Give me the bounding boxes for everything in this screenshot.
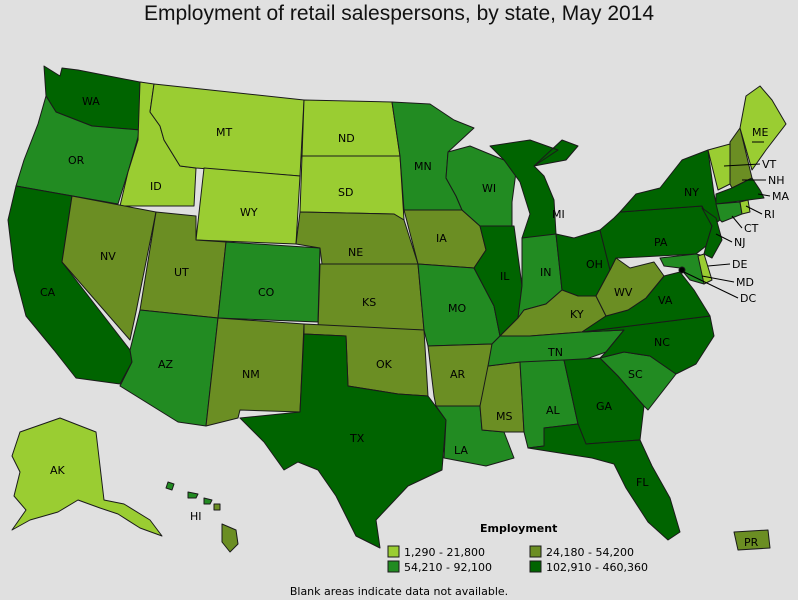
label-nh: NH: [768, 174, 785, 187]
label-oh: OH: [586, 258, 603, 271]
label-va: VA: [658, 294, 673, 307]
label-ky: KY: [570, 308, 584, 321]
label-ut: UT: [174, 266, 189, 279]
state-ak[interactable]: [11, 417, 163, 537]
label-tx: TX: [349, 432, 365, 445]
label-id: ID: [150, 180, 162, 193]
label-ga: GA: [596, 400, 613, 413]
state-nd[interactable]: [301, 99, 401, 157]
legend-swatch-1: [387, 545, 400, 558]
state-fl[interactable]: [527, 423, 681, 541]
territory-pr[interactable]: [733, 529, 771, 551]
state-ct[interactable]: [715, 201, 743, 223]
state-nj[interactable]: [701, 207, 723, 259]
state-nv[interactable]: [61, 195, 157, 341]
label-nv: NV: [100, 250, 116, 263]
label-or: OR: [68, 154, 85, 167]
label-la: LA: [454, 444, 468, 457]
state-tn[interactable]: [487, 329, 625, 367]
state-co[interactable]: [217, 241, 321, 323]
label-sd: SD: [338, 186, 353, 199]
legend-swatch-2: [529, 545, 542, 558]
label-ms: MS: [496, 410, 512, 423]
label-me: ME: [752, 126, 768, 139]
state-de[interactable]: [697, 253, 713, 285]
label-ca: CA: [40, 286, 56, 299]
label-ia: IA: [436, 232, 447, 245]
label-wi: WI: [482, 182, 496, 195]
label-sc: SC: [628, 368, 643, 381]
label-ny: NY: [684, 186, 699, 199]
label-ar: AR: [450, 368, 466, 381]
map-title: Employment of retail salespersons, by st…: [143, 2, 655, 25]
label-vt: VT: [762, 158, 777, 171]
label-pa: PA: [654, 236, 668, 249]
legend-label-3: 54,210 - 92,100: [404, 561, 492, 574]
state-ri[interactable]: [739, 199, 751, 215]
label-ks: KS: [362, 296, 376, 309]
label-ri: RI: [764, 208, 775, 221]
state-hi[interactable]: [165, 481, 239, 553]
label-al: AL: [546, 404, 561, 417]
state-or[interactable]: [15, 95, 141, 205]
label-il: IL: [500, 270, 510, 283]
label-mn: MN: [414, 160, 432, 173]
label-dc: DC: [740, 292, 756, 305]
label-wy: WY: [240, 206, 258, 219]
label-ct: CT: [744, 222, 759, 235]
legend: Employment 1,290 - 21,800 24,180 - 54,20…: [387, 522, 648, 574]
label-hi: HI: [190, 510, 202, 523]
label-nm: NM: [242, 368, 260, 381]
label-in: IN: [540, 266, 551, 279]
state-tx[interactable]: [239, 333, 447, 549]
label-mi: MI: [552, 208, 565, 221]
state-me[interactable]: [739, 85, 787, 171]
label-nc: NC: [654, 336, 670, 349]
label-fl: FL: [636, 476, 649, 489]
legend-swatch-3: [387, 560, 400, 573]
legend-label-2: 24,180 - 54,200: [546, 546, 634, 559]
label-mo: MO: [448, 302, 466, 315]
label-ma: MA: [772, 190, 789, 203]
label-nd: ND: [338, 132, 355, 145]
leader-lines: [683, 141, 771, 299]
label-de: DE: [732, 258, 747, 271]
label-pr: PR: [744, 536, 759, 549]
label-wa: WA: [82, 95, 100, 108]
label-ok: OK: [376, 358, 393, 371]
state-labels: WA OR CA ID NV MT WY UT AZ CO NM ND SD N…: [40, 95, 789, 549]
legend-label-4: 102,910 - 460,360: [546, 561, 648, 574]
state-nc[interactable]: [581, 315, 715, 375]
state-dc[interactable]: [678, 266, 686, 274]
data-note: Blank areas indicate data not available.: [289, 585, 509, 598]
label-tn: TN: [547, 346, 563, 359]
legend-swatch-4: [529, 560, 542, 573]
label-ne: NE: [348, 246, 363, 259]
label-nj: NJ: [734, 236, 745, 249]
label-ak: AK: [50, 464, 66, 477]
legend-title: Employment: [480, 522, 557, 535]
label-az: AZ: [158, 358, 174, 371]
legend-label-1: 1,290 - 21,800: [404, 546, 485, 559]
label-mt: MT: [216, 126, 232, 139]
label-wv: WV: [614, 286, 633, 299]
label-co: CO: [258, 286, 275, 299]
label-md: MD: [736, 276, 754, 289]
